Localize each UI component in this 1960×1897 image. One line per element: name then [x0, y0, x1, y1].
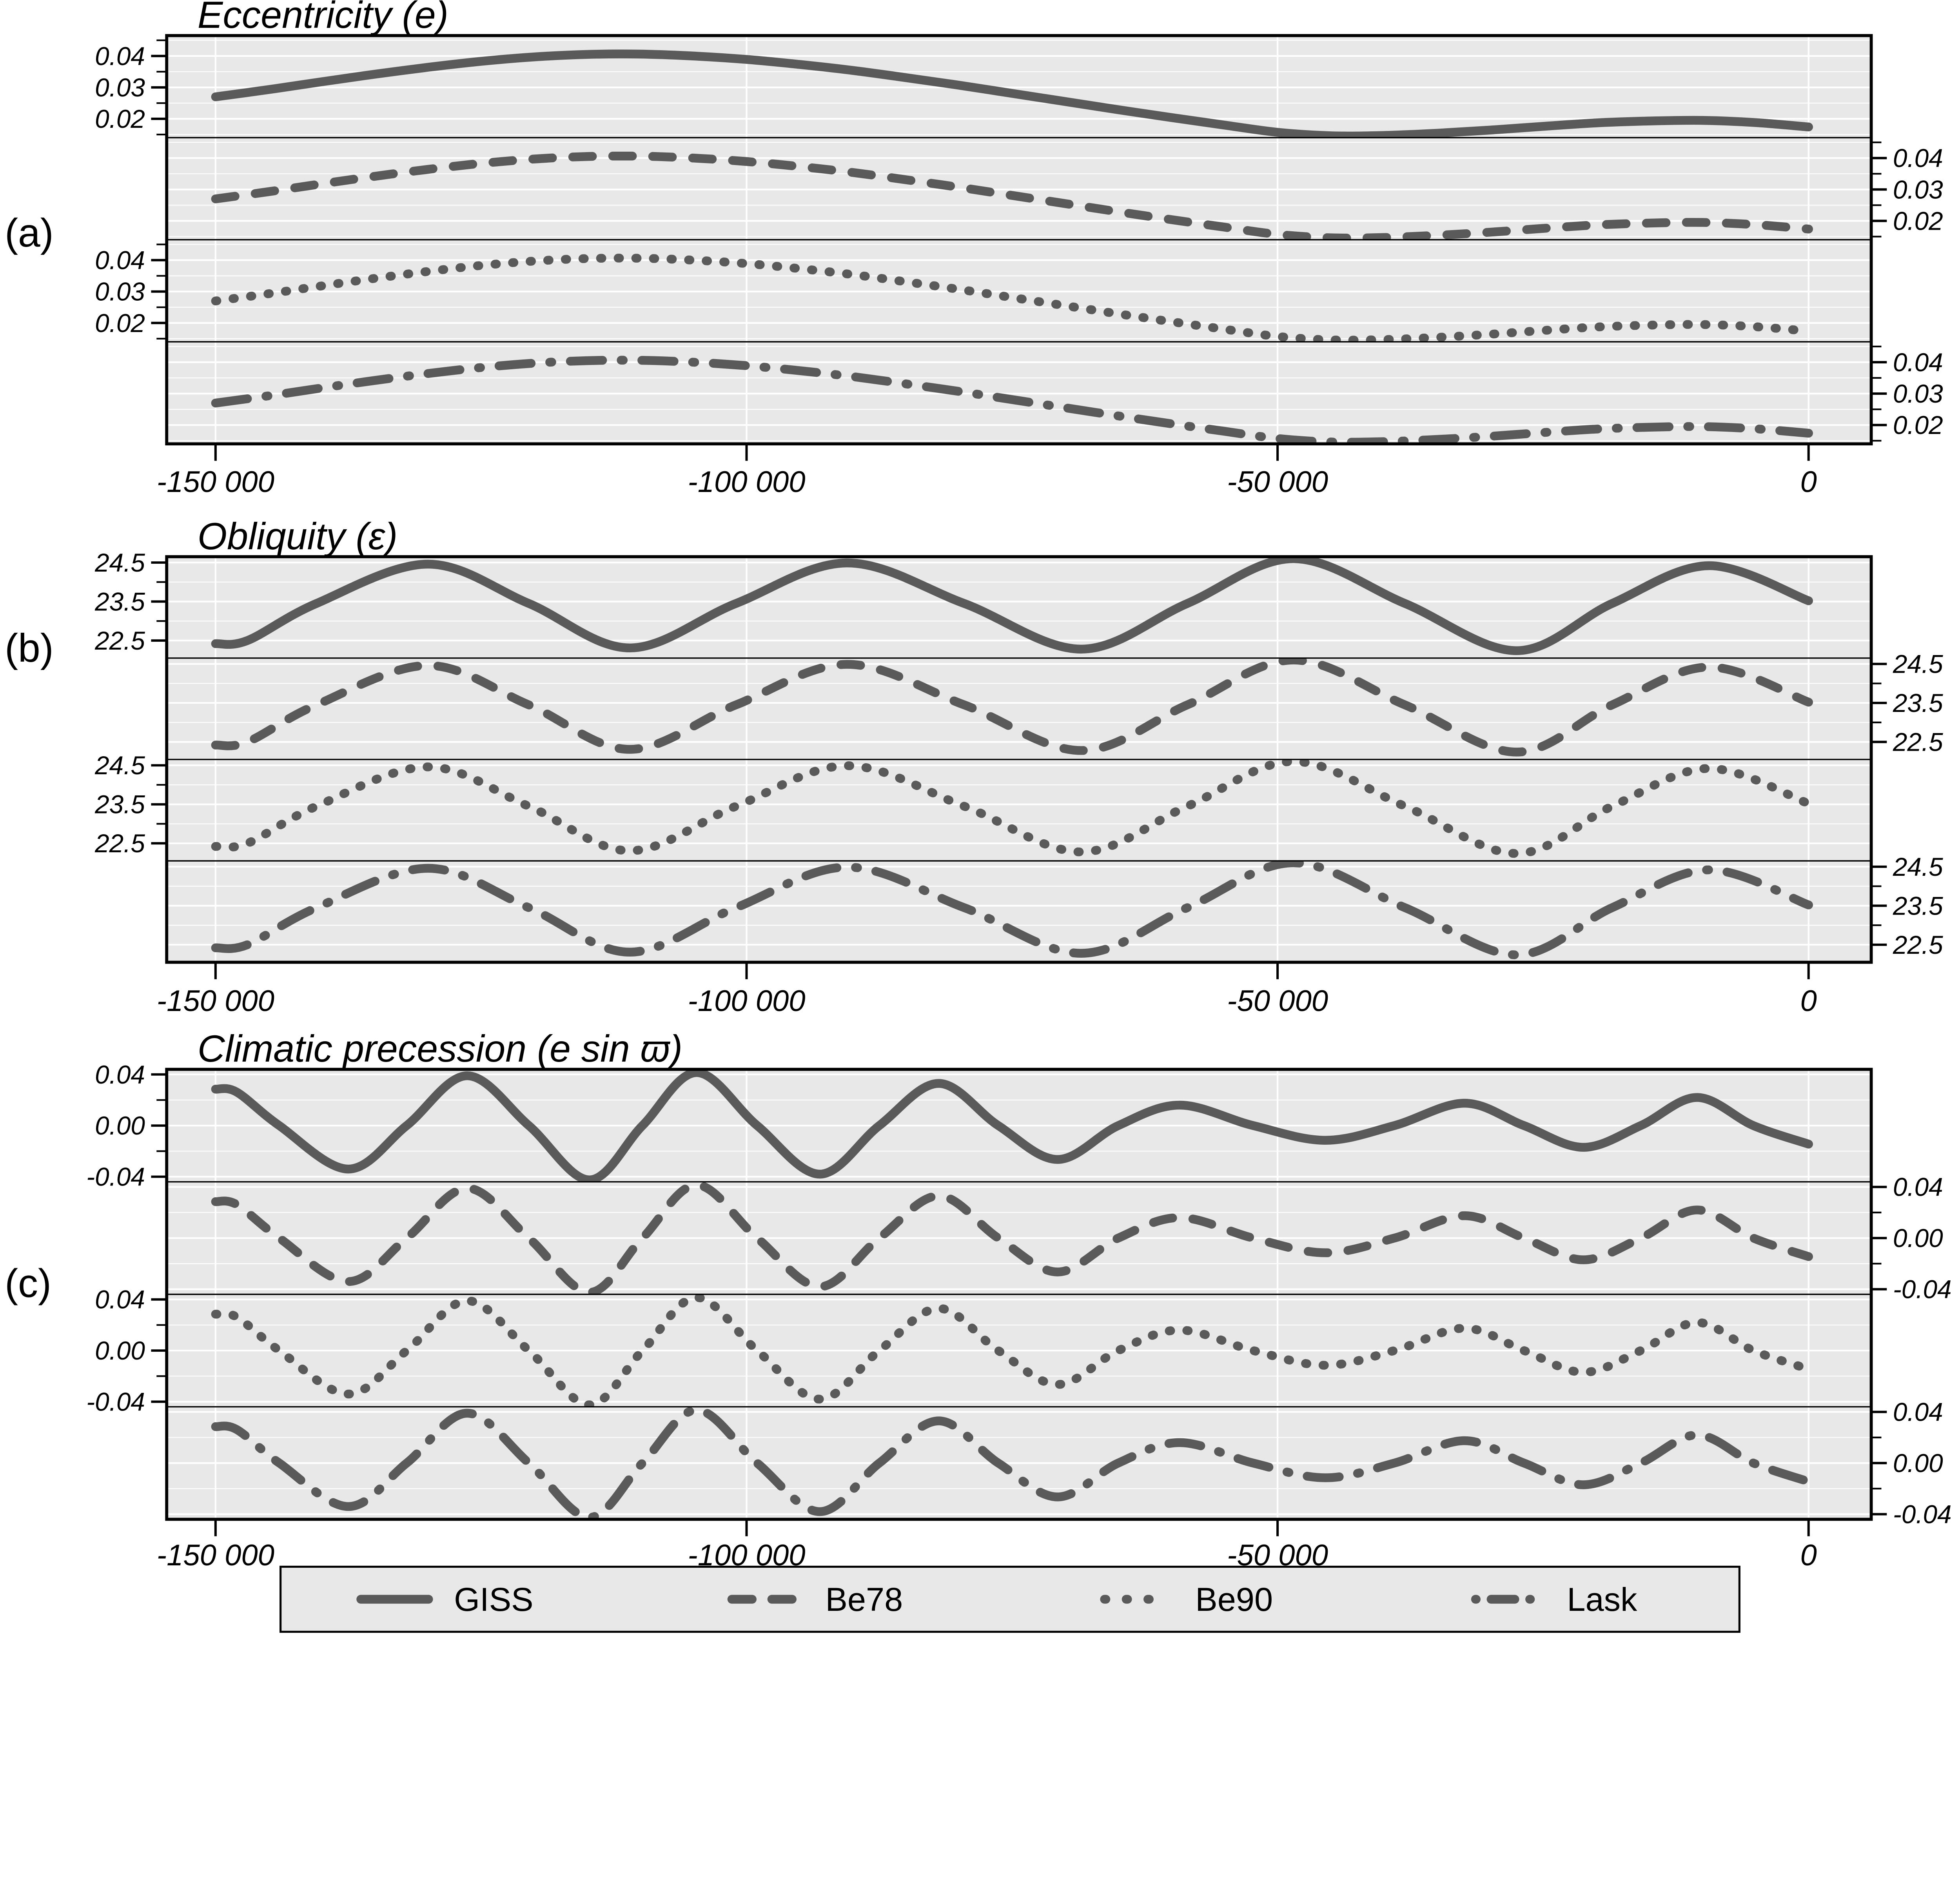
legend-label-be78: Be78: [825, 1581, 903, 1618]
panel-a-curve-lask: [211, 356, 1813, 444]
panel-a-plot: 0.040.030.020.040.030.020.040.030.020.04…: [95, 34, 1943, 499]
y-tick-label: 0.03: [95, 73, 145, 102]
x-tick-label: 0: [1800, 984, 1817, 1018]
y-tick-label: 23.5: [1893, 689, 1943, 717]
y-tick-label: 22.5: [94, 626, 145, 655]
panel-frame: [165, 1067, 1873, 1521]
y-tick-label: 0.04: [1893, 144, 1943, 172]
y-tick-label: 22.5: [1893, 931, 1943, 959]
legend: GISS Be78 Be90 Lask: [279, 1565, 1740, 1633]
y-tick-label: 0.00: [1893, 1224, 1943, 1253]
y-tick-label: 22.5: [1893, 728, 1943, 757]
panel-c-curve-be90: [211, 1294, 1813, 1407]
x-tick-label: -50 000: [1227, 465, 1328, 499]
panel-a-curve-be78: [211, 151, 1813, 240]
x-tick-label: -150 000: [157, 1539, 274, 1572]
panel-c-plot: 0.04 0.00 -0.04 0.04 0.00 -0.04 0.04 0.00 -0.04 0…: [86, 1060, 1951, 1572]
legend-label-lask: Lask: [1567, 1581, 1637, 1618]
milankovitch-figure: 0.040.030.020.040.030.020.040.030.020.04…: [5, 0, 1952, 1633]
panel-c-curve-be78: [211, 1182, 1813, 1294]
panel-b-curve-lask: [211, 860, 1813, 959]
x-tick-label: -150 000: [157, 984, 274, 1018]
x-tick-label: -150 000: [157, 465, 274, 499]
panel-c-title: Climatic precession (e sin ϖ): [198, 1027, 682, 1070]
legend-item-giss: GISS: [356, 1581, 534, 1618]
y-tick-label: 22.5: [94, 829, 145, 858]
subpanel-bg: [167, 658, 1871, 760]
y-tick-label: 24.5: [1893, 650, 1943, 679]
y-tick-label: -0.04: [1893, 1500, 1952, 1528]
y-tick-label: 23.5: [94, 587, 145, 616]
y-tick-label: 24.5: [94, 548, 145, 577]
y-tick-label: 23.5: [1893, 891, 1943, 920]
y-tick-label: 24.5: [94, 751, 145, 780]
panel-a-title: Eccentricity (e): [198, 0, 448, 36]
y-tick-label: 0.04: [1893, 348, 1943, 377]
panel-a-curve-giss: [211, 49, 1813, 138]
legend-item-be90: Be90: [1100, 1581, 1273, 1618]
y-tick-label: 0.03: [95, 278, 145, 306]
x-tick-label: -100 000: [688, 984, 805, 1018]
y-tick-label: 0.04: [95, 1285, 145, 1314]
y-tick-label: 0.04: [1893, 1173, 1943, 1202]
y-tick-label: 0.02: [95, 309, 145, 338]
panel-frame: [165, 34, 1873, 446]
x-tick-label: 0: [1800, 1539, 1817, 1572]
x-tick-label: -100 000: [688, 465, 805, 499]
panel-b-curve-be90: [211, 759, 1813, 858]
y-tick-label: 0.00: [95, 1111, 145, 1140]
chart-panels: 0.040.030.020.040.030.020.040.030.020.04…: [86, 34, 1952, 1572]
panel-c-curve-giss: [211, 1069, 1813, 1182]
y-tick-label: -0.04: [1893, 1275, 1952, 1304]
subpanel-bg: [167, 860, 1871, 962]
y-tick-label: 0.04: [95, 1060, 145, 1089]
y-tick-label: 0.02: [95, 105, 145, 133]
y-tick-label: 0.04: [1893, 1398, 1943, 1427]
subpanel-bg: [167, 557, 1871, 658]
panel-b-letter: (b): [5, 626, 54, 670]
panel-a-curve-be90: [211, 254, 1813, 342]
panel-b-title: Obliquity (ε): [198, 515, 398, 557]
x-tick-label: -50 000: [1227, 984, 1328, 1018]
panel-frame: [165, 555, 1873, 964]
y-tick-label: 0.03: [1893, 175, 1943, 204]
legend-label-giss: GISS: [454, 1581, 533, 1618]
y-tick-label: 0.02: [1893, 411, 1943, 439]
legend-label-be90: Be90: [1195, 1581, 1273, 1618]
panel-c-curve-lask: [211, 1407, 1813, 1519]
legend-item-be78: Be78: [727, 1581, 903, 1618]
x-tick-label: 0: [1800, 465, 1817, 499]
y-tick-label: 0.02: [1893, 207, 1943, 235]
panel-b-curve-be78: [211, 658, 1813, 757]
legend-item-lask: Lask: [1471, 1581, 1637, 1618]
y-tick-label: -0.04: [86, 1163, 145, 1191]
y-tick-label: 0.04: [95, 42, 145, 71]
panel-c-letter: (c): [5, 1261, 51, 1306]
y-tick-label: 0.04: [95, 246, 145, 275]
subpanel-bg: [167, 759, 1871, 861]
y-tick-label: -0.04: [86, 1388, 145, 1416]
y-tick-label: 23.5: [94, 790, 145, 819]
y-tick-label: 24.5: [1893, 853, 1943, 881]
panel-a-letter: (a): [5, 211, 54, 255]
y-tick-label: 0.03: [1893, 379, 1943, 408]
y-tick-label: 0.00: [1893, 1449, 1943, 1478]
panel-b-plot: 24.5 23.5 22.5 24.5 23.5 22.5 24.5 23.5 22.5 24.5…: [94, 548, 1943, 1018]
y-tick-label: 0.00: [95, 1336, 145, 1365]
panel-b-curve-giss: [211, 557, 1813, 655]
